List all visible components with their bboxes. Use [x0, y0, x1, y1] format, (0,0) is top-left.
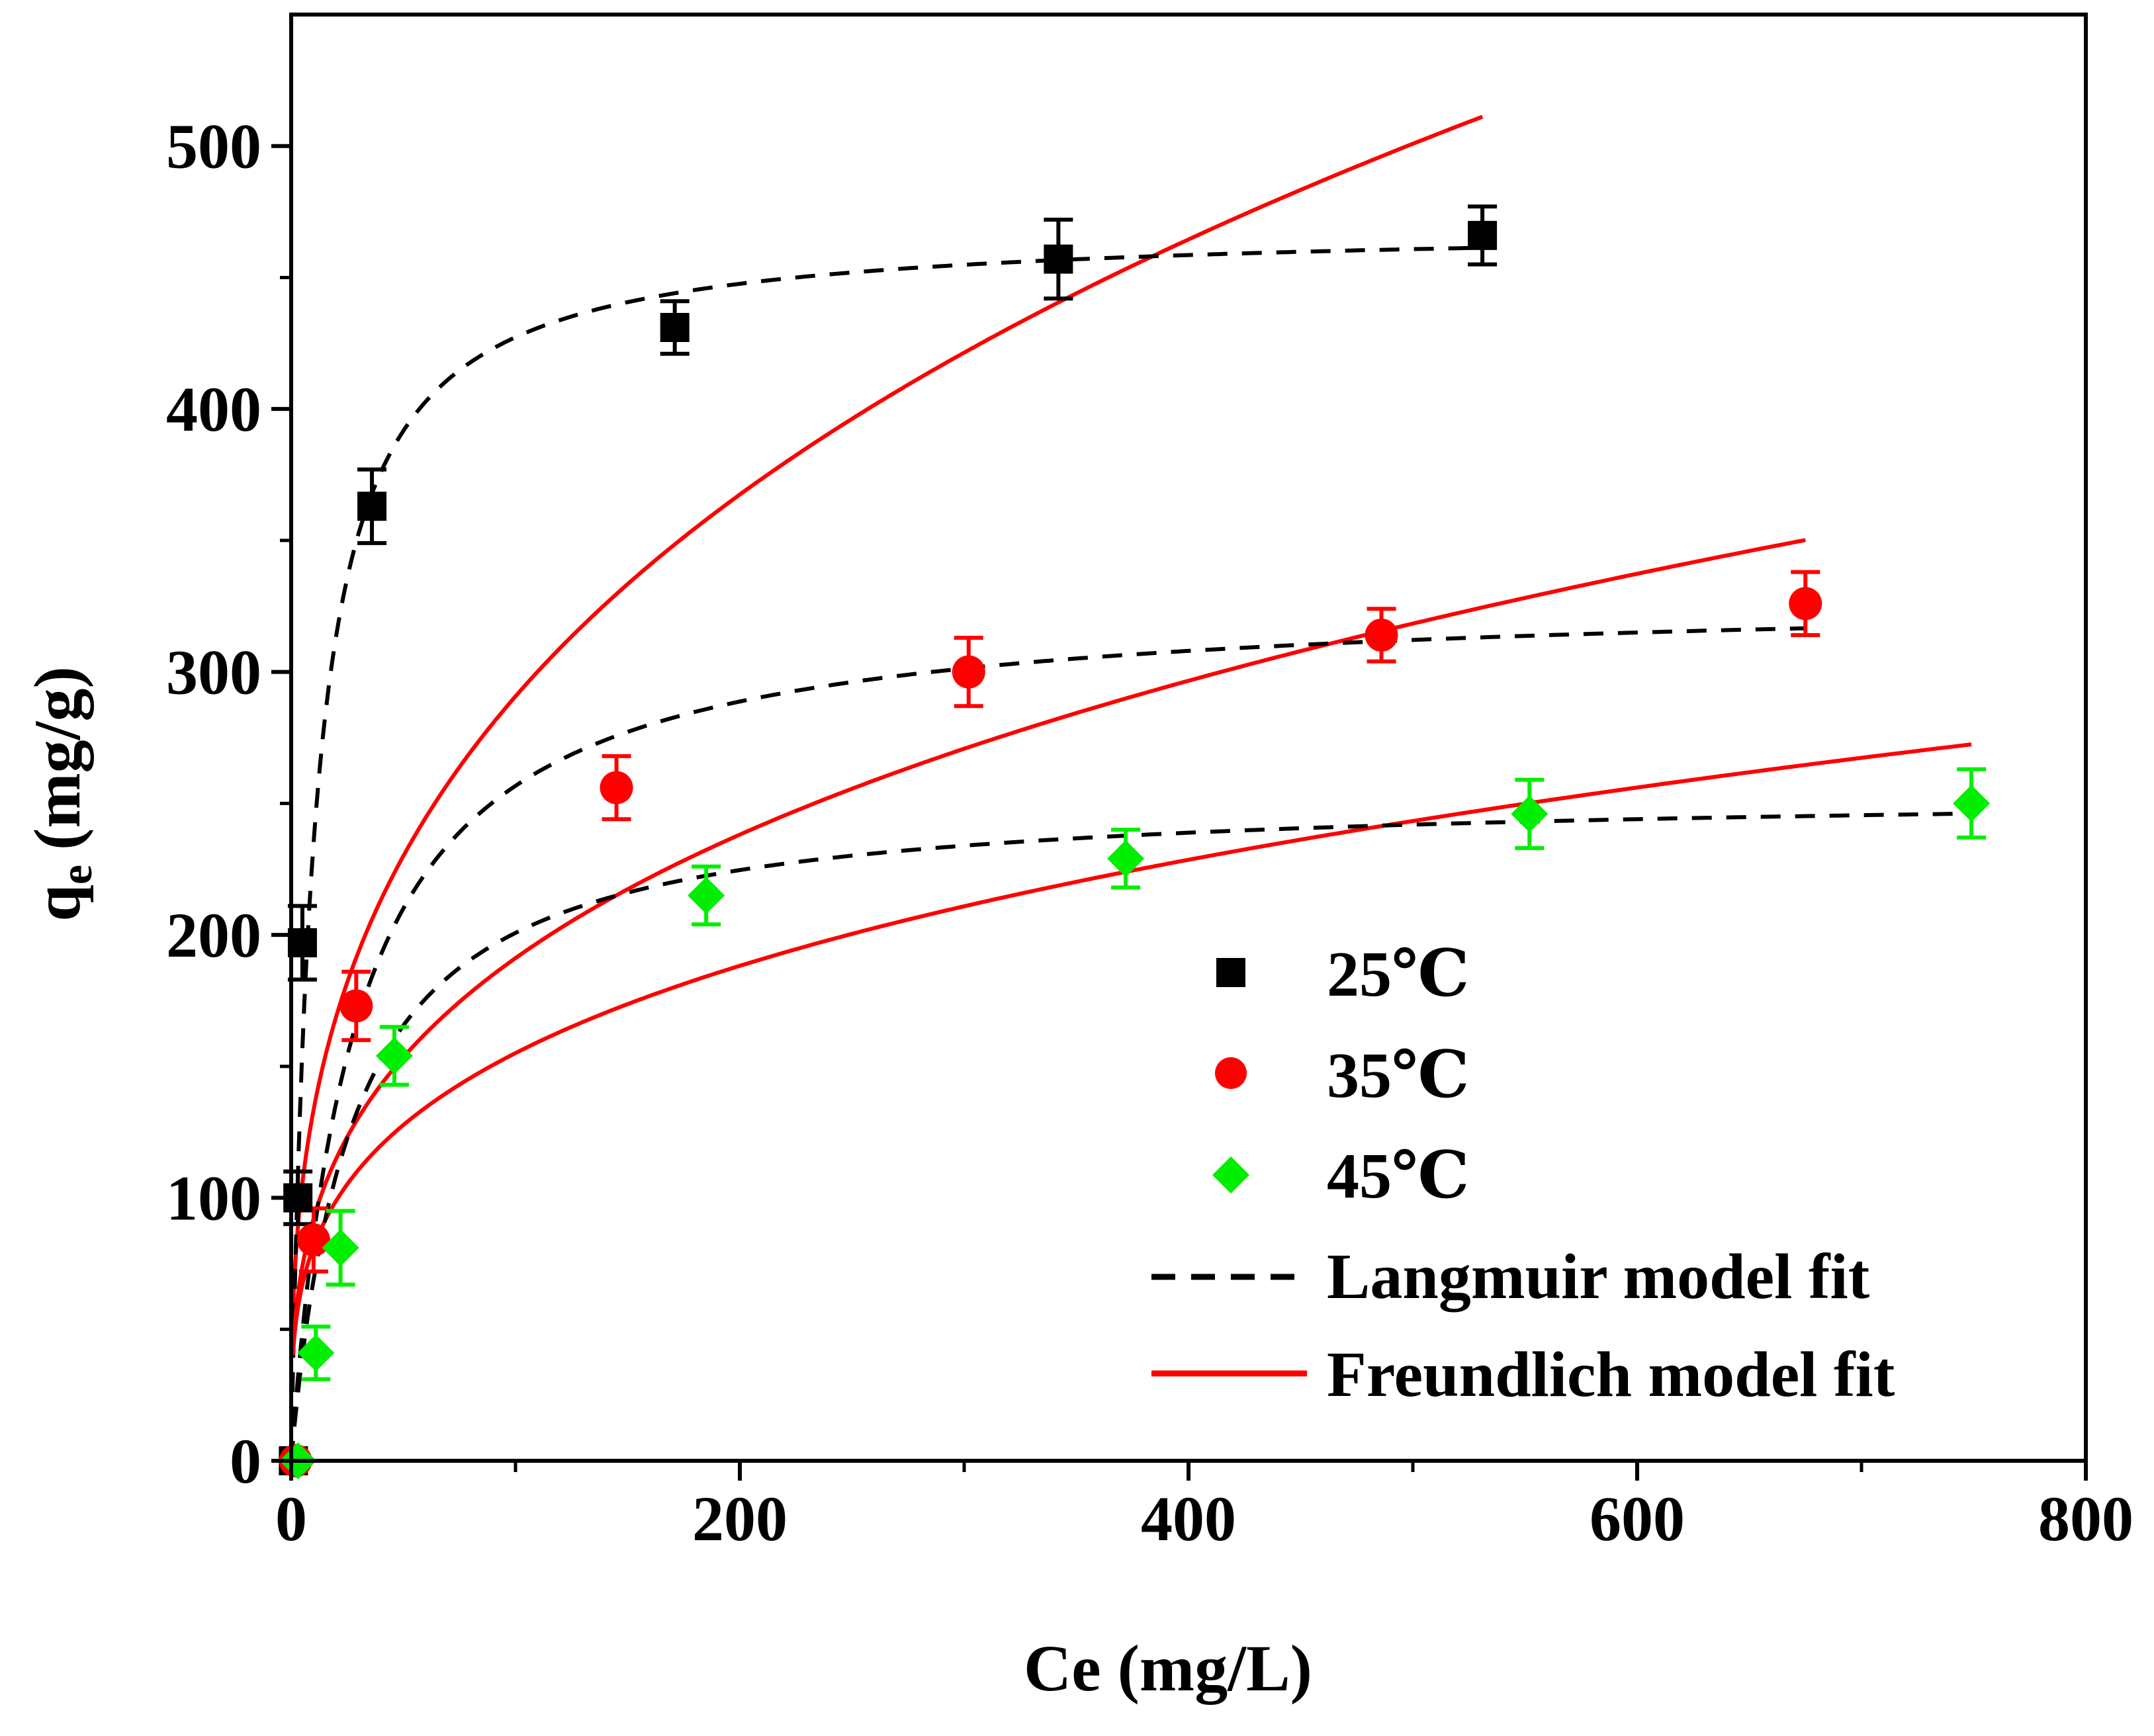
error-bars	[283, 204, 1987, 1381]
data-point-35c	[339, 989, 373, 1023]
data-point-35c	[296, 1223, 330, 1257]
data-point-25c	[357, 492, 387, 521]
legend-freundlich-label: Freundlich model fit	[1327, 1339, 1895, 1410]
data-point-45c	[375, 1037, 413, 1074]
data-point-45c	[1107, 840, 1145, 877]
data-point-45c	[322, 1229, 359, 1267]
langmuir-fit-curve-0	[289, 245, 1483, 1461]
freundlich-fit-curve-2	[291, 742, 1972, 1356]
y-axis-title-subscript: e	[51, 865, 101, 885]
data-point-35c	[1365, 618, 1398, 652]
data-point-45c	[297, 1334, 335, 1372]
x-tick-label: 0	[275, 1483, 307, 1554]
legend-label-45c: 45℃	[1327, 1141, 1469, 1212]
data-point-45c	[1511, 795, 1548, 833]
legend-marker-25c	[1216, 958, 1245, 987]
x-tick-label: 200	[692, 1483, 787, 1554]
y-axis-title: qe (mg/g)	[21, 666, 101, 922]
data-point-45c	[1953, 785, 1991, 822]
legend-label-25c: 25℃	[1327, 939, 1469, 1010]
legend-label-35c: 35℃	[1327, 1040, 1469, 1111]
data-point-35c	[952, 655, 985, 689]
y-tick-label: 500	[166, 111, 261, 182]
data-point-35c	[1789, 587, 1822, 621]
data-point-35c	[600, 771, 633, 804]
legend-langmuir-label: Langmuir model fit	[1327, 1241, 1870, 1313]
x-axis-title: Ce (mg/L)	[1024, 1631, 1312, 1705]
model-fit-curves	[289, 114, 1972, 1461]
data-point-45c	[688, 877, 725, 914]
y-tick-label: 300	[166, 637, 261, 708]
legend-marker-35c	[1215, 1057, 1247, 1089]
langmuir-fit-curve-1	[289, 626, 1806, 1461]
y-axis-title-unit: (mg/g)	[21, 666, 94, 850]
langmuir-fit-curve-2	[289, 811, 1972, 1461]
y-tick-label: 100	[166, 1163, 261, 1234]
data-point-25c	[660, 312, 690, 342]
y-axis-title-main: q	[21, 885, 94, 922]
y-tick-label: 200	[166, 900, 261, 971]
y-tick-label: 0	[230, 1426, 261, 1497]
x-tick-label: 600	[1590, 1483, 1685, 1554]
x-tick-label: 800	[2038, 1483, 2133, 1554]
y-tick-label: 400	[166, 374, 261, 445]
axes: 0 200 400 600 800 0 100 200 300 400 500	[166, 13, 2133, 1554]
freundlich-fit-curve-1	[291, 538, 1806, 1352]
data-point-25c	[1468, 220, 1498, 250]
legend-marker-45c	[1212, 1156, 1249, 1194]
legend: 25℃ 35℃ 45℃ Langmuir model fit Freundlic…	[1151, 939, 1895, 1410]
freundlich-fit-curve-0	[291, 114, 1484, 1312]
data-point-25c	[1044, 244, 1073, 274]
x-tick-label: 400	[1141, 1483, 1236, 1554]
